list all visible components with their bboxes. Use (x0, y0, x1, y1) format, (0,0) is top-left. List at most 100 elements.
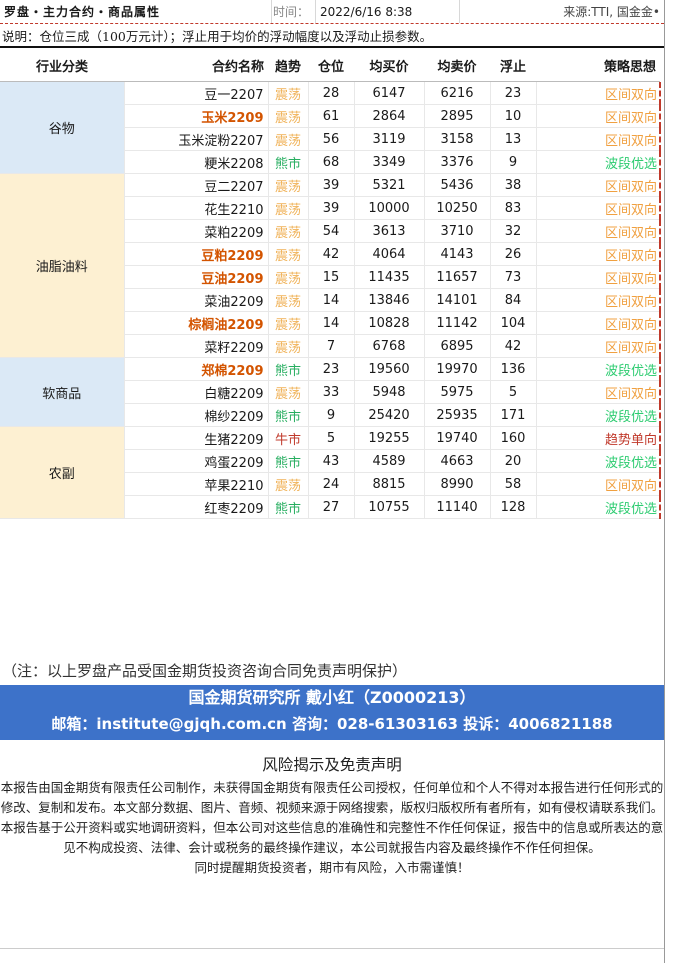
futures-table: 谷物 豆一2207 震荡 28 6147 6216 23 区间双向 玉米2209 震荡 61 2864… (0, 82, 661, 519)
protection-note: （注：以上罗盘产品受国金期货投资咨询合同免责声明保护） (2, 662, 408, 680)
table-row: 玉米淀粉2207 震荡 56 3119 3158 13 区间双向 (0, 127, 661, 151)
position-cell: 54 (308, 219, 355, 243)
avg-buy-price: 10755 (354, 495, 425, 519)
avg-sell-price: 6895 (424, 334, 491, 358)
trend-cell: 震荡 (268, 82, 309, 105)
table-row: 农副 生猪2209 牛市 5 19255 19740 160 趋势单向 (0, 426, 661, 519)
column-header: 均买价 (369, 59, 409, 75)
avg-sell-price: 8990 (424, 472, 491, 496)
contract-name: 生猪2209 (124, 426, 269, 450)
trend-cell: 熊市 (268, 357, 309, 381)
position-cell: 68 (308, 150, 355, 174)
trend-cell: 牛市 (268, 426, 309, 450)
table-row: 菜油2209 震荡 14 13846 14101 84 区间双向 (0, 288, 661, 312)
float-stop: 171 (490, 403, 537, 427)
strategy-cell: 区间双向 (536, 173, 661, 197)
contract-name: 菜粕2209 (124, 219, 269, 243)
strategy-cell: 区间双向 (536, 82, 661, 105)
contract-name: 红枣2209 (124, 495, 269, 519)
avg-buy-price: 2864 (354, 104, 425, 128)
position-cell: 43 (308, 449, 355, 473)
column-header: 行业分类 (35, 59, 88, 75)
category-cell: 油脂油料 (0, 173, 125, 358)
trend-cell: 震荡 (268, 104, 309, 128)
header-row: 罗盘・主力合约・商品属性 时间： 2022/6/16 8:38 来源:TTI, … (0, 0, 664, 24)
position-cell: 33 (308, 380, 355, 404)
description: 说明：仓位三成（100万元计）；浮止用于均价的浮动幅度以及浮动止损参数。 (0, 26, 664, 48)
table-row: 棕榈油2209 震荡 14 10828 11142 104 区间双向 (0, 311, 661, 335)
table-row: 苹果2210 震荡 24 8815 8990 58 区间双向 (0, 472, 661, 496)
avg-sell-price: 6216 (424, 82, 491, 105)
strategy-cell: 区间双向 (536, 196, 661, 220)
table-row: 花生2210 震荡 39 10000 10250 83 区间双向 (0, 196, 661, 220)
banner-contact: 邮箱：institute@gjqh.com.cn 咨询：028-61303163… (51, 715, 613, 733)
position-cell: 7 (308, 334, 355, 358)
avg-buy-price: 5948 (354, 380, 425, 404)
avg-buy-price: 8815 (354, 472, 425, 496)
float-stop: 136 (490, 357, 537, 381)
table-row: 菜粕2209 震荡 54 3613 3710 32 区间双向 (0, 219, 661, 243)
table-row: 棉纱2209 熊市 9 25420 25935 171 波段优选 (0, 403, 661, 427)
strategy-cell: 区间双向 (536, 104, 661, 128)
avg-buy-price: 3349 (354, 150, 425, 174)
contract-name: 棕榈油2209 (124, 311, 269, 335)
avg-buy-price: 25420 (354, 403, 425, 427)
trend-cell: 震荡 (268, 288, 309, 312)
avg-buy-price: 6147 (354, 82, 425, 105)
avg-buy-price: 11435 (354, 265, 425, 289)
position-cell: 39 (308, 173, 355, 197)
avg-buy-price: 6768 (354, 334, 425, 358)
position-cell: 15 (308, 265, 355, 289)
table-row: 谷物 豆一2207 震荡 28 6147 6216 23 区间双向 (0, 82, 661, 174)
avg-sell-price: 19740 (424, 426, 491, 450)
trend-cell: 震荡 (268, 380, 309, 404)
trend-cell: 熊市 (268, 403, 309, 427)
float-stop: 73 (490, 265, 537, 289)
contract-name: 豆粕2209 (124, 242, 269, 266)
table-row: 豆粕2209 震荡 42 4064 4143 26 区间双向 (0, 242, 661, 266)
time-value: 2022/6/16 8:38 (316, 0, 460, 23)
contract-name: 菜籽2209 (124, 334, 269, 358)
strategy-cell: 区间双向 (536, 334, 661, 358)
trend-cell: 震荡 (268, 173, 309, 197)
contract-name: 豆一2207 (124, 82, 269, 105)
avg-buy-price: 5321 (354, 173, 425, 197)
sheet-right-border (664, 0, 665, 963)
position-cell: 14 (308, 288, 355, 312)
avg-sell-price: 3158 (424, 127, 491, 151)
bottom-grid-row (0, 948, 664, 964)
trend-cell: 熊市 (268, 150, 309, 174)
column-header-row: 行业分类 合约名称 趋势 仓位 均买价 均卖价 浮止 策略思想 (0, 49, 660, 82)
position-cell: 9 (308, 403, 355, 427)
disclaimer-paragraph-2: 本报告基于公开资料或实地调研资料，但本公司对这些信息的准确性和完整性不作任何保证… (0, 820, 664, 855)
position-cell: 42 (308, 242, 355, 266)
avg-buy-price: 4064 (354, 242, 425, 266)
float-stop: 128 (490, 495, 537, 519)
contract-name: 花生2210 (124, 196, 269, 220)
strategy-cell: 区间双向 (536, 288, 661, 312)
contact-banner: 国金期货研究所 戴小红（Z0000213） 邮箱：institute@gjqh.… (0, 685, 664, 740)
avg-sell-price: 11142 (424, 311, 491, 335)
float-stop: 20 (490, 449, 537, 473)
avg-buy-price: 10828 (354, 311, 425, 335)
float-stop: 26 (490, 242, 537, 266)
avg-sell-price: 11140 (424, 495, 491, 519)
disclaimer-paragraph-3: 同时提醒期货投资者，期市有风险，入市需谨慎！ (194, 860, 470, 875)
trend-cell: 震荡 (268, 127, 309, 151)
table-row: 软商品 郑棉2209 熊市 23 19560 19970 136 波段优选 (0, 357, 661, 427)
report-title: 罗盘・主力合约・商品属性 (0, 0, 272, 23)
strategy-cell: 区间双向 (536, 380, 661, 404)
disclaimer-paragraph-1: 本报告由国金期货有限责任公司制作，未获得国金期货有限责任公司授权，任何单位和个人… (0, 780, 664, 815)
float-stop: 13 (490, 127, 537, 151)
disclaimer-title: 风险揭示及免责声明 (262, 756, 402, 774)
strategy-cell: 区间双向 (536, 472, 661, 496)
float-stop: 10 (490, 104, 537, 128)
column-header: 合约名称 (211, 59, 264, 75)
trend-cell: 熊市 (268, 495, 309, 519)
avg-sell-price: 4663 (424, 449, 491, 473)
avg-sell-price: 19970 (424, 357, 491, 381)
contract-name: 鸡蛋2209 (124, 449, 269, 473)
column-header: 均卖价 (437, 59, 477, 75)
float-stop: 42 (490, 334, 537, 358)
